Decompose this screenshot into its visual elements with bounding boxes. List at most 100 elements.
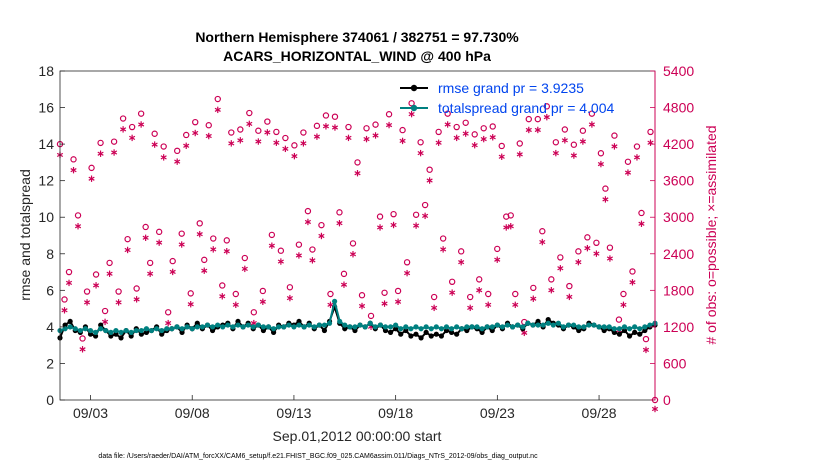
obs-possible-point: [480, 125, 487, 132]
series-point-totalspread: [301, 324, 307, 330]
obs-possible-point: [633, 143, 641, 150]
obs-possible-point: [187, 290, 194, 297]
series-point-totalspread: [128, 329, 134, 335]
obs-assimilated-stroke: [174, 159, 181, 164]
obs-assimilated-point: [74, 223, 82, 230]
y-tick-label: 6: [46, 282, 54, 298]
obs-assimilated-stroke: [264, 130, 271, 135]
obs-assimilated-point: [196, 230, 203, 238]
obs-possible-point: [593, 239, 600, 247]
obs-assimilated-stroke: [566, 294, 573, 300]
series-point-totalspread: [515, 322, 521, 328]
obs-assimilated-stroke: [250, 320, 257, 326]
obs-assimilated-point: [606, 255, 614, 262]
series-point-rmse: [62, 322, 68, 328]
obs-assimilated-stroke: [295, 253, 302, 258]
obs-assimilated-stroke: [449, 290, 456, 295]
obs-possible-point: [602, 185, 609, 192]
obs-assimilated-stroke: [88, 176, 95, 181]
obs-assimilated-stroke: [390, 222, 397, 228]
obs-assimilated-point: [174, 158, 181, 165]
series-point-totalspread: [464, 324, 470, 330]
obs-assimilated-stroke: [300, 141, 307, 146]
obs-possible-point: [430, 293, 438, 301]
series-point-totalspread: [530, 322, 536, 328]
obs-assimilated-stroke: [228, 141, 235, 146]
obs-assimilated-stroke: [552, 150, 559, 156]
y2-tick-label: 0: [663, 392, 671, 408]
obs-assimilated-point: [525, 126, 532, 134]
obs-assimilated-point: [570, 152, 577, 159]
obs-assimilated-point: [345, 134, 352, 142]
obs-assimilated-point: [192, 129, 199, 137]
obs-possible-point: [624, 158, 632, 165]
obs-assimilated-point: [449, 289, 456, 296]
obs-assimilated-point: [300, 140, 307, 147]
obs-assimilated-stroke: [372, 133, 379, 138]
series-point-totalspread: [565, 322, 572, 328]
obs-assimilated-point: [530, 295, 537, 302]
chart-title: Northern Hemisphere 374061 / 382751 = 97…: [195, 29, 519, 45]
obs-possible-point: [349, 240, 357, 247]
obs-assimilated-point: [124, 246, 131, 254]
series-point-totalspread: [337, 318, 343, 325]
obs-possible-point: [331, 113, 339, 120]
obs-possible-point: [534, 115, 542, 123]
obs-possible-point: [241, 254, 249, 262]
series-point-totalspread: [520, 324, 526, 330]
x-tick-label: 09/23: [480, 405, 515, 421]
obs-assimilated-stroke: [74, 224, 82, 229]
series-point-rmse: [545, 316, 551, 323]
obs-possible-point: [232, 290, 239, 298]
obs-possible-point: [178, 230, 185, 237]
obs-assimilated-stroke: [602, 197, 609, 202]
obs-assimilated-stroke: [557, 266, 564, 271]
series-point-rmse: [611, 329, 617, 335]
obs-assimilated-stroke: [349, 252, 357, 257]
obs-assimilated-stroke: [223, 249, 230, 254]
obs-possible-point: [300, 129, 307, 136]
obs-assimilated-stroke: [219, 294, 226, 299]
obs-assimilated-point: [255, 138, 262, 145]
obs-assimilated-stroke: [201, 268, 208, 273]
series-point-totalspread: [174, 324, 180, 330]
obs-assimilated-stroke: [453, 135, 460, 140]
obs-assimilated-point: [138, 121, 145, 128]
obs-assimilated-point: [309, 257, 316, 264]
obs-possible-point: [74, 212, 82, 219]
series-point-rmse: [576, 327, 582, 334]
series-point-rmse: [418, 335, 424, 341]
obs-assimilated-point: [593, 250, 600, 257]
series-point-rmse: [403, 327, 409, 334]
obs-assimilated-point: [133, 296, 140, 303]
obs-possible-point: [516, 140, 523, 147]
series-point-totalspread: [418, 326, 424, 332]
obs-possible-point: [250, 309, 258, 316]
obs-assimilated-point: [106, 270, 113, 277]
series-point-rmse: [393, 326, 399, 332]
series-point-totalspread: [179, 326, 185, 332]
y-tick-label: 10: [38, 209, 54, 225]
series-point-rmse: [413, 331, 419, 337]
series-point-totalspread: [72, 326, 78, 332]
obs-assimilated-stroke: [304, 219, 311, 225]
obs-assimilated-point: [295, 252, 302, 259]
series-point-totalspread: [393, 322, 399, 328]
obs-assimilated-point: [336, 219, 343, 227]
series-point-totalspread: [245, 322, 251, 328]
obs-assimilated-stroke: [543, 115, 550, 120]
series-point-totalspread: [194, 324, 200, 330]
x-tick-label: 09/08: [175, 405, 210, 421]
series-point-totalspread: [372, 324, 378, 330]
obs-possible-point: [453, 123, 460, 131]
obs-possible-point: [615, 316, 623, 323]
obs-assimilated-point: [385, 121, 393, 129]
series-point-rmse: [209, 327, 216, 334]
obs-assimilated-stroke: [358, 303, 366, 309]
obs-assimilated-point: [539, 238, 546, 246]
x-tick-label: 09/13: [276, 405, 311, 421]
obs-assimilated-stroke: [327, 302, 334, 307]
obs-assimilated-stroke: [165, 320, 172, 326]
series-point-totalspread: [189, 326, 195, 332]
obs-assimilated-stroke: [124, 247, 131, 253]
